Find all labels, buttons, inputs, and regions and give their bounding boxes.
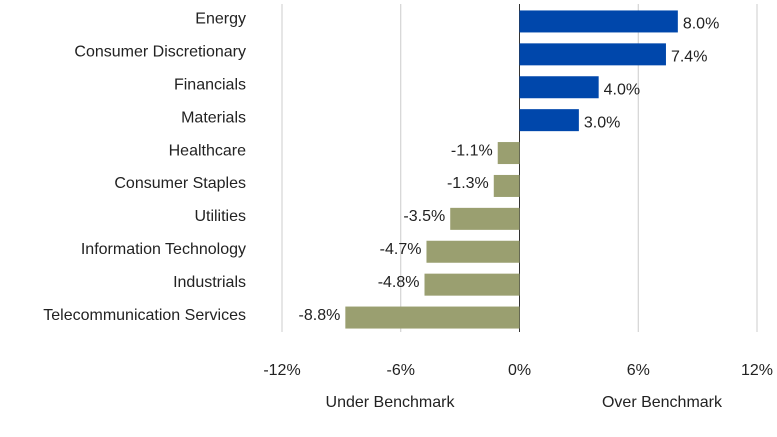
y-tick-label: Information Technology — [81, 241, 246, 258]
annotation: Over Benchmark — [602, 394, 723, 411]
value-label: 4.0% — [604, 81, 640, 98]
bar — [519, 10, 678, 33]
bar — [519, 76, 599, 99]
value-label: -4.7% — [380, 241, 422, 258]
value-label: 8.0% — [683, 16, 719, 33]
value-label: -8.8% — [299, 307, 341, 324]
annotation: Under Benchmark — [326, 394, 456, 411]
value-label: -3.5% — [403, 208, 445, 225]
value-label: -1.3% — [447, 175, 489, 192]
x-tick-label: 6% — [627, 362, 650, 379]
value-label: 3.0% — [584, 114, 620, 131]
value-label: -1.1% — [451, 142, 493, 159]
y-tick-label: Consumer Staples — [114, 175, 246, 192]
y-tick-label: Telecommunication Services — [43, 307, 246, 324]
value-label: 7.4% — [671, 49, 707, 66]
y-tick-label: Healthcare — [169, 142, 246, 159]
x-tick-label: 0% — [508, 362, 531, 379]
x-tick-label: -6% — [387, 362, 415, 379]
y-tick-label: Utilities — [194, 208, 246, 225]
y-tick-label: Consumer Discretionary — [74, 44, 246, 61]
bar — [345, 306, 520, 329]
y-tick-label: Industrials — [173, 274, 246, 291]
y-tick-label: Materials — [181, 109, 246, 126]
bar — [426, 240, 520, 263]
bar — [519, 109, 579, 132]
bar — [519, 43, 666, 66]
bar — [450, 207, 520, 230]
y-tick-label: Financials — [174, 76, 246, 93]
value-label: -4.8% — [378, 274, 420, 291]
x-tick-label: -12% — [263, 362, 300, 379]
bar — [497, 142, 520, 165]
y-tick-label: Energy — [195, 11, 246, 28]
bar — [493, 174, 520, 197]
bar — [424, 273, 520, 296]
x-tick-label: 12% — [741, 362, 773, 379]
